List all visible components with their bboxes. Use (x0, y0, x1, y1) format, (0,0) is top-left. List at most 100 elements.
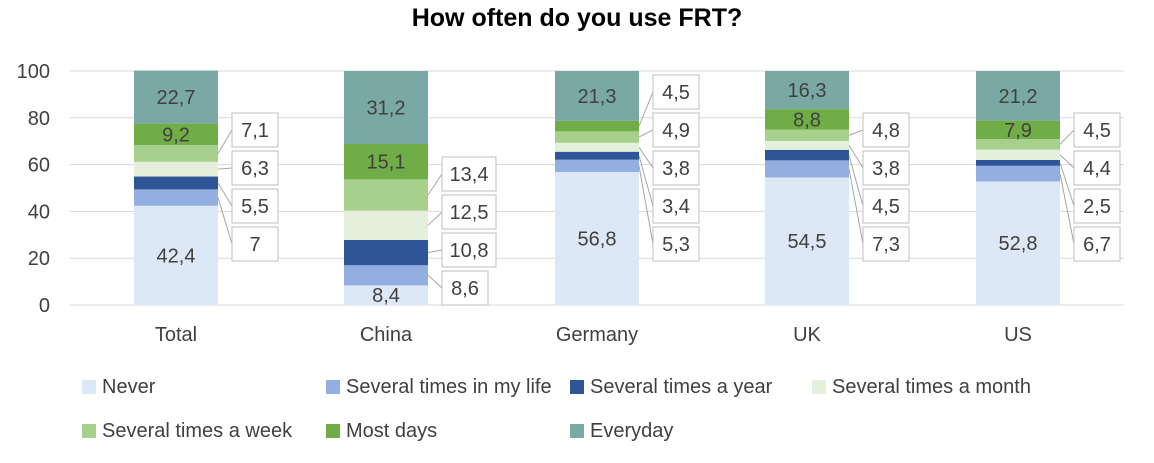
bar-segment (765, 149, 849, 161)
bar-segment (555, 159, 639, 173)
callout-box (652, 188, 700, 224)
callout-box (1073, 188, 1121, 224)
bar-segment (976, 139, 1060, 150)
data-label: 13,4 (450, 164, 489, 186)
bar-segment (344, 265, 428, 286)
data-label: 6,7 (1083, 234, 1111, 256)
leader-line (427, 249, 443, 254)
x-tick-label: Total (155, 324, 197, 346)
callout-box (1073, 150, 1121, 186)
callout-box (1073, 112, 1121, 148)
leader-line (638, 129, 654, 138)
data-label: 4,8 (872, 120, 900, 142)
bars: 42,4 9,2 22,7 8,4 15,1 31,2 56,8 21,3 54,5 8,8 16,… (134, 70, 1060, 307)
leader-line (848, 145, 864, 169)
bar-segment (555, 120, 639, 132)
callout-box (652, 74, 700, 110)
data-label: 7,3 (872, 234, 900, 256)
legend-item: Everyday (570, 420, 673, 443)
bar-segment (976, 120, 1060, 140)
data-label: 16,3 (788, 80, 827, 102)
data-label: 9,2 (162, 124, 190, 146)
bar-segment (765, 71, 849, 110)
data-label: 52,8 (999, 233, 1038, 255)
x-tick-label: China (360, 324, 413, 346)
data-label: 4,5 (662, 82, 690, 104)
legend-label: Never (102, 376, 156, 398)
leader-line (427, 173, 443, 196)
data-label: 56,8 (578, 229, 617, 251)
callout-box (441, 270, 489, 306)
bar-segment (976, 71, 1060, 121)
legend-label: Several times a week (102, 420, 293, 442)
legend-label: Several times in my life (346, 376, 552, 398)
data-label: 12,5 (450, 202, 489, 224)
callout-box (862, 188, 910, 224)
y-tick-label: 40 (28, 201, 50, 223)
bar-segment (555, 131, 639, 143)
legend-item: Most days (326, 420, 437, 443)
data-label: 2,5 (1083, 196, 1111, 218)
callout-box (231, 226, 279, 262)
bar-segment (344, 239, 428, 266)
bar-segment (976, 181, 1060, 305)
legend-label: Several times a month (832, 376, 1031, 398)
leader-line (1059, 154, 1075, 169)
data-label: 31,2 (367, 98, 406, 120)
data-label: 15,1 (367, 152, 406, 174)
data-label: 8,6 (451, 278, 479, 300)
data-label: 22,7 (157, 87, 196, 109)
leader-line (427, 274, 443, 289)
data-label: 6,3 (241, 158, 269, 180)
data-label: 8,8 (793, 109, 821, 131)
data-label: 3,8 (872, 158, 900, 180)
y-tick-label: 100 (17, 61, 50, 83)
leader-line (217, 197, 233, 245)
callout-box (441, 232, 497, 268)
data-label: 5,3 (662, 234, 690, 256)
callout-box (652, 226, 700, 262)
data-label: 4,5 (1083, 120, 1111, 142)
leader-line (638, 147, 654, 169)
y-axis: 0 20 40 60 80 100 (17, 61, 50, 317)
legend-item: Never (82, 376, 155, 399)
leader-line (638, 165, 654, 245)
callout-box (441, 156, 497, 192)
data-label: 54,5 (788, 231, 827, 253)
leader-line (848, 129, 864, 136)
bar-segment (344, 179, 428, 211)
legend-swatch (82, 424, 96, 438)
bar-segment (976, 165, 1060, 182)
legend-label: Everyday (590, 420, 674, 442)
data-label: 10,8 (450, 240, 489, 262)
bar-segment (134, 205, 218, 305)
bar-segment (344, 285, 428, 305)
bar-segment (134, 161, 218, 177)
data-label: 7 (249, 234, 260, 256)
callout-box (231, 150, 279, 186)
legend-swatch (570, 424, 584, 438)
bar-segment (555, 142, 639, 152)
legend-item: Several times a month (812, 376, 1031, 399)
callout-box (862, 226, 910, 262)
leader-line (1059, 162, 1075, 207)
bar-segment (765, 140, 849, 150)
data-label: 5,5 (241, 196, 269, 218)
data-label: 3,8 (662, 158, 690, 180)
data-label: 7,9 (1004, 120, 1032, 142)
bar-segment (555, 71, 639, 121)
bar-segment (555, 172, 639, 305)
x-tick-label: US (1004, 324, 1032, 346)
leader-line (638, 155, 654, 207)
callouts: 7 5,5 6,3 7,1 8,6 10,8 12,5 13,4 5,3 3,4 3,8 4,9 4,5… (217, 74, 1121, 306)
callout-box (1073, 226, 1121, 262)
y-tick-label: 80 (28, 108, 50, 130)
callout-box (862, 150, 910, 186)
bar-segment (765, 129, 849, 141)
y-tick-label: 20 (28, 248, 50, 270)
legend-swatch (326, 424, 340, 438)
x-tick-label: Germany (556, 324, 638, 346)
bar-segment (555, 151, 639, 160)
callout-box (652, 112, 700, 148)
bar-segment (134, 176, 218, 190)
